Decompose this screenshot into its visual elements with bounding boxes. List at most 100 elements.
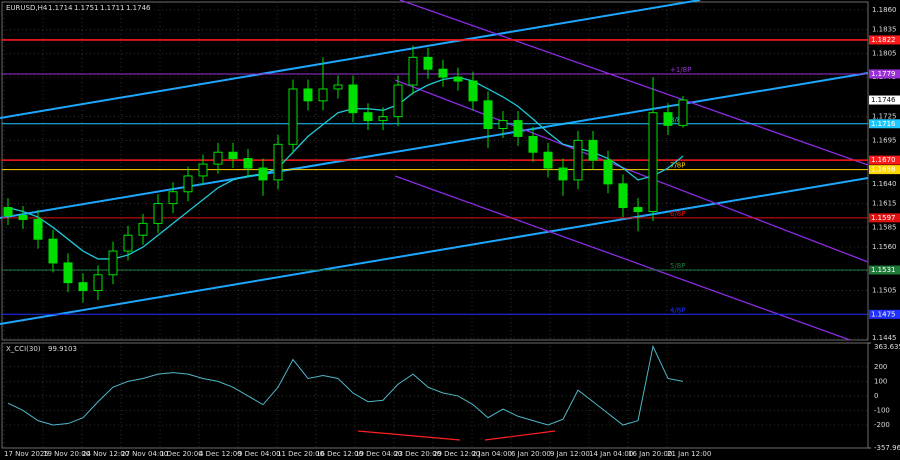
cci-line	[7, 344, 684, 426]
candle-body	[153, 203, 163, 224]
level-box	[869, 213, 900, 223]
y-tick-label: 1.1640	[872, 180, 897, 188]
candle-body	[168, 191, 178, 205]
candle-body	[48, 238, 58, 264]
current-price: 1.1746	[871, 96, 896, 104]
x-tick-label: 29 Dec 12:00	[433, 450, 480, 458]
candle-body	[18, 214, 28, 220]
level-tag: 8/8P	[670, 116, 686, 124]
drawings	[0, 0, 869, 441]
candle-body	[618, 183, 628, 209]
y-tick-label: 1.1725	[872, 113, 897, 121]
trend-line	[394, 79, 869, 263]
level-tag: 4/8P	[670, 306, 686, 314]
trend-line	[399, 0, 869, 166]
level-tag: +1/8P	[670, 66, 691, 74]
y-tick-label: 1.1695	[872, 136, 897, 144]
candle-body	[123, 234, 133, 252]
level-box	[869, 69, 900, 79]
cci-tick-label: 0	[874, 392, 878, 400]
candle-body	[378, 116, 388, 122]
cci-tick-label: -100	[874, 406, 890, 414]
moving-average	[7, 76, 684, 260]
candle-body	[663, 112, 673, 126]
x-tick-label: 4 Dec 12:00	[199, 450, 242, 458]
x-tick-label: 14 Jan 04:00	[589, 450, 633, 458]
level-box	[869, 265, 900, 275]
candle-body	[33, 218, 43, 240]
candle-body	[393, 84, 403, 118]
candle-body	[483, 100, 493, 130]
candle-body	[63, 262, 73, 284]
cci-panel	[1, 342, 869, 449]
candle-body	[438, 68, 448, 78]
candle-body	[348, 84, 358, 114]
candle-body	[198, 163, 208, 177]
cci-tick-label: -200	[874, 421, 890, 429]
x-tick-label: 11 Dec 20:00	[277, 450, 324, 458]
candle-body	[678, 99, 688, 126]
trend-line	[394, 175, 851, 341]
candle-body	[573, 139, 583, 181]
channel-line	[0, 72, 869, 219]
level-tag: 7/8P	[670, 162, 686, 170]
channel-line	[0, 177, 869, 325]
candle-body	[213, 151, 223, 165]
level-box	[869, 309, 900, 319]
divergence-line	[357, 430, 461, 441]
y-tick-label: 1.1445	[872, 334, 897, 342]
cci-tick-label: -357.960	[874, 444, 900, 452]
level-tag: 5/8P	[670, 262, 686, 270]
candle-body	[183, 175, 193, 193]
level-box	[869, 35, 900, 45]
level-label: 1.1475	[871, 310, 896, 318]
x-tick-label: 17 Nov 2025	[4, 450, 49, 458]
level-box	[869, 119, 900, 129]
y-tick-label: 1.1585	[872, 223, 897, 231]
candle-body	[93, 274, 103, 292]
price-box	[869, 95, 900, 105]
x-tick-label: 16 Jan 20:00	[628, 450, 672, 458]
divergence-line	[484, 430, 556, 441]
y-tick-label: 1.1560	[872, 243, 897, 251]
level-label: 1.1822	[871, 36, 896, 44]
candle-body	[3, 207, 13, 216]
x-tick-label: 9 Jan 12:00	[550, 450, 590, 458]
candle-body	[333, 84, 343, 90]
x-tick-label: 24 Nov 12:00	[82, 450, 129, 458]
x-tick-label: 19 Nov 20:00	[43, 450, 90, 458]
symbol: EURUSD,H4	[6, 4, 48, 12]
candle-body	[228, 151, 238, 160]
candle-body	[108, 250, 118, 276]
candle-body	[423, 56, 433, 70]
candle-body	[588, 139, 598, 161]
y-tick-label: 1.1505	[872, 287, 897, 295]
x-tick-label: 6 Jan 20:00	[511, 450, 551, 458]
x-tick-label: 27 Nov 04:00	[121, 450, 168, 458]
candle-body	[498, 120, 508, 130]
candle-body	[78, 282, 88, 292]
candle-body	[273, 143, 283, 181]
cci-name: X_CCI(30)	[6, 345, 41, 353]
y-tick-label: 1.1805	[872, 49, 897, 57]
level-label: 1.1716	[871, 120, 896, 128]
candle-body	[318, 88, 328, 102]
level-tag: 6/8P	[670, 210, 686, 218]
candle-body	[408, 56, 418, 86]
x-tick-label: 21 Jan 12:00	[667, 450, 711, 458]
level-label: 1.1531	[871, 266, 896, 274]
level-label: 1.1597	[871, 214, 896, 222]
cci-value: 99.9103	[48, 345, 77, 353]
header-low: 1.1711	[100, 4, 125, 12]
candle-body	[468, 80, 478, 102]
candle-body	[603, 159, 613, 185]
x-tick-label: 19 Dec 04:00	[355, 450, 402, 458]
x-tick-label: 1 Dec 20:00	[160, 450, 203, 458]
header-open: 1.1714	[48, 4, 73, 12]
channel-line	[0, 0, 701, 119]
main-panel	[1, 1, 869, 341]
cci-tick-label: 200	[874, 363, 887, 371]
level-label: 1.1779	[871, 70, 896, 78]
